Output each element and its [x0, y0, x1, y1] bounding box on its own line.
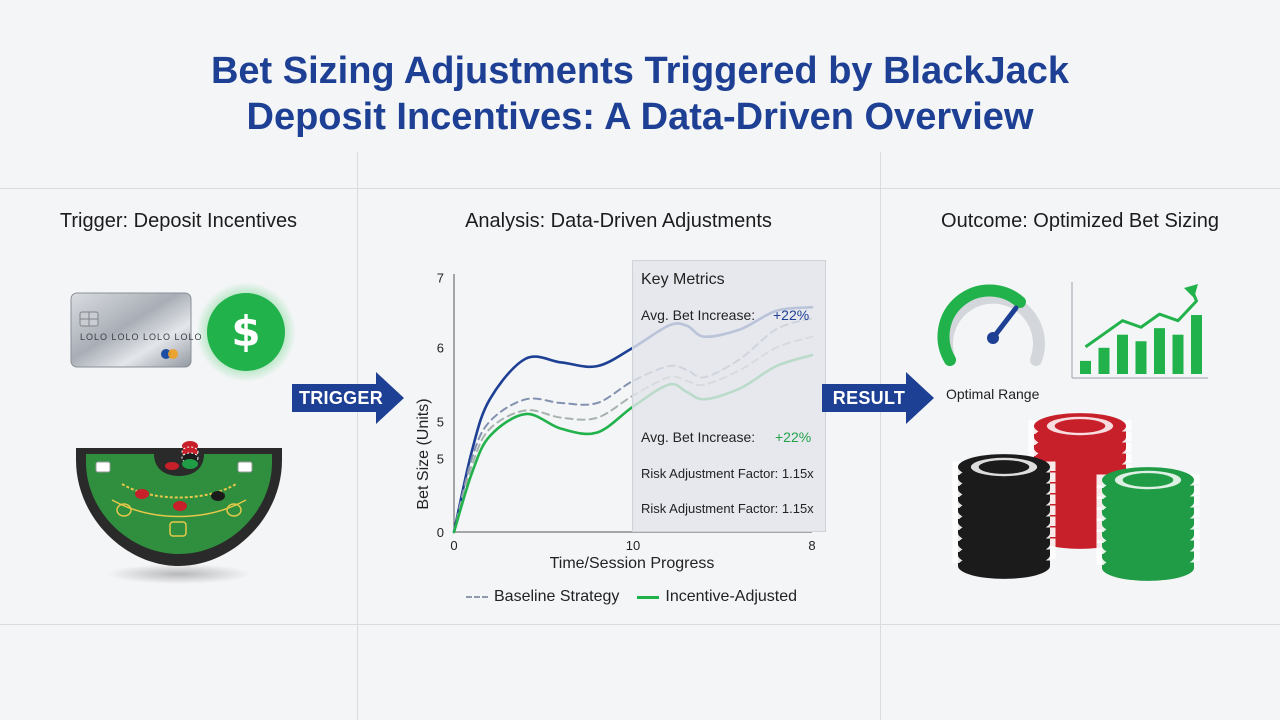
- growth-bar: [1172, 334, 1184, 374]
- growth-bar: [1135, 341, 1147, 374]
- legend-label-baseline: Baseline Strategy: [494, 588, 620, 605]
- legend-item-incentive: Incentive-Adjusted: [637, 588, 797, 606]
- legend-solid-swatch: [637, 595, 660, 599]
- card-number-text: LOLO LOLO LOLO LOLO: [80, 332, 203, 342]
- metric-row-4: Risk Adjustment Factor: 1.15x: [641, 501, 814, 516]
- y-tick-label: 6: [437, 341, 444, 356]
- page-title: Bet Sizing Adjustments Triggered by Blac…: [0, 48, 1280, 140]
- metric-row-1: Avg. Bet Increase: +22%: [641, 307, 809, 323]
- metric-row-2-label: Avg. Bet Increase:: [641, 429, 756, 445]
- x-axis-label: Time/Session Progress: [550, 555, 715, 572]
- analysis-heading: Analysis: Data-Driven Adjustments: [465, 210, 772, 232]
- title-line-1: Bet Sizing Adjustments Triggered by Blac…: [210, 50, 1070, 92]
- key-metrics-panel: Key Metrics Avg. Bet Increase: +22% Avg.…: [632, 260, 826, 532]
- growth-bar: [1191, 315, 1202, 374]
- metric-row-2-value: +22%: [775, 429, 812, 445]
- title-line-2: Deposit Incentives: A Data-Driven Overvi…: [246, 96, 1034, 138]
- divider-left: [357, 152, 358, 720]
- chart-legend: Baseline Strategy Incentive-Adjusted: [466, 588, 815, 606]
- growth-bar: [1117, 334, 1128, 374]
- metric-row-2: Avg. Bet Increase: +22%: [641, 429, 811, 445]
- trigger-arrow: TRIGGER: [292, 372, 404, 424]
- growth-bar: [1098, 347, 1110, 374]
- y-tick-label: 0: [437, 525, 444, 540]
- x-tick-label: 0: [450, 538, 457, 553]
- legend-dashed-swatch: [466, 596, 488, 598]
- x-tick-label: 10: [626, 538, 640, 553]
- growth-bar: [1154, 328, 1165, 374]
- divider-bottom: [0, 624, 1280, 625]
- trigger-heading: Trigger: Deposit Incentives: [59, 210, 298, 232]
- blackjack-table-icon: [76, 441, 282, 584]
- gauge-icon: [937, 284, 1045, 366]
- metric-row-1-value: +22%: [773, 307, 810, 323]
- divider-right: [880, 152, 881, 720]
- outcome-heading: Outcome: Optimized Bet Sizing: [941, 210, 1219, 232]
- divider-top: [0, 188, 1280, 189]
- metric-row-3: Risk Adjustment Factor: 1.15x: [641, 466, 814, 481]
- chip-stacks-icon: [952, 413, 1200, 581]
- credit-card-icon: [70, 292, 192, 368]
- metric-row-1-label: Avg. Bet Increase:: [641, 307, 756, 323]
- result-arrow-label: RESULT: [832, 387, 906, 408]
- y-tick-label: 7: [437, 271, 444, 286]
- legend-label-incentive: Incentive-Adjusted: [665, 588, 798, 605]
- result-arrow: RESULT: [822, 372, 934, 424]
- growth-bar: [1080, 360, 1091, 374]
- chip-stack-black: [952, 454, 1056, 579]
- legend-item-baseline: Baseline Strategy: [466, 588, 619, 606]
- y-tick-label: 5: [437, 414, 444, 429]
- y-tick-label: 5: [437, 451, 444, 466]
- x-tick-label: 8: [808, 538, 815, 553]
- key-metrics-title: Key Metrics: [641, 271, 725, 288]
- gauge-label: Optimal Range: [946, 386, 1040, 402]
- y-axis-label: Bet Size (Units): [415, 398, 432, 509]
- svg-text:$: $: [231, 307, 260, 356]
- growth-bars-icon: [1071, 282, 1208, 379]
- chip-stack-green: [1096, 467, 1200, 581]
- trigger-arrow-label: TRIGGER: [298, 387, 384, 408]
- dollar-icon: $: [196, 282, 296, 382]
